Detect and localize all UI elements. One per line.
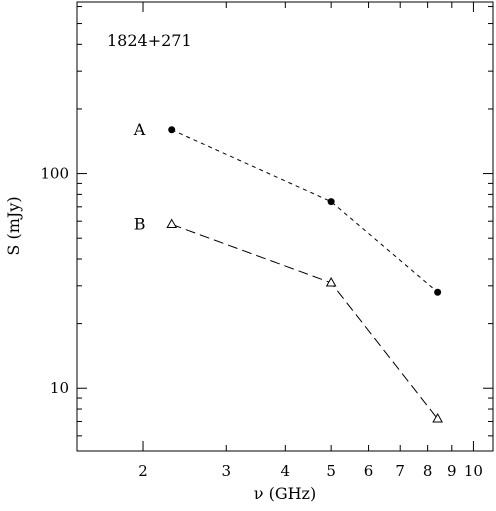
series-b-point (325, 276, 337, 287)
series-b-point (432, 413, 443, 423)
y-tick-label: 100 (40, 165, 69, 183)
x-tick-label: 5 (326, 462, 336, 480)
chart-title: 1824+271 (107, 31, 192, 50)
y-axis-label: S (mJy) (4, 196, 23, 255)
x-tick-label: 3 (221, 462, 231, 480)
series-b-line (171, 223, 438, 420)
labels-layer: 2 3 4 5 6 7 8 9 10 10 100 A B (40, 120, 483, 480)
y-tick-label: 10 (50, 379, 69, 397)
x-tick-label: 4 (281, 462, 291, 480)
series-a-point (327, 198, 335, 206)
x-tick-label: 8 (423, 462, 433, 480)
x-tick-label: 9 (447, 462, 457, 480)
x-tick-label: 7 (395, 462, 405, 480)
series-b-point (166, 218, 178, 229)
x-tick-label: 2 (138, 462, 148, 480)
x-axis-label: ν (GHz) (254, 484, 316, 503)
series-a-point (434, 288, 442, 296)
x-tick-label: 6 (364, 462, 374, 480)
ticks-layer (77, 2, 493, 451)
series-a-point (168, 126, 176, 134)
series-a-line (171, 129, 438, 293)
series-b-label: B (134, 214, 146, 233)
x-tick-label: 10 (464, 462, 483, 480)
series-layer (166, 126, 443, 423)
series-a-label: A (133, 120, 146, 139)
